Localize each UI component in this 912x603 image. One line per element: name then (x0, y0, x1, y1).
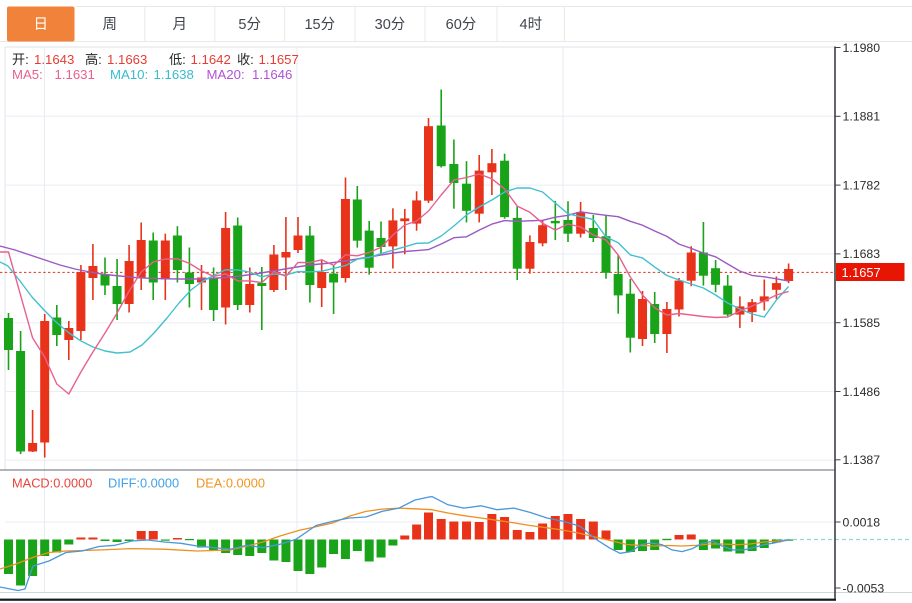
svg-text:月: 月 (173, 17, 188, 33)
svg-text:1.1643: 1.1643 (34, 52, 74, 67)
svg-text:0.0018: 0.0018 (843, 515, 881, 529)
svg-text:MA5:: MA5: (12, 67, 43, 82)
svg-text:4时: 4时 (520, 16, 543, 33)
svg-text:DIFF:0.0000: DIFF:0.0000 (108, 476, 179, 491)
svg-text:周: 周 (102, 17, 117, 33)
svg-text:低:: 低: (169, 52, 186, 67)
svg-text:5分: 5分 (238, 16, 261, 33)
svg-text:15分: 15分 (304, 16, 335, 33)
svg-text:收:: 收: (237, 52, 254, 67)
svg-text:1.1638: 1.1638 (154, 67, 194, 82)
svg-text:1.1486: 1.1486 (843, 385, 881, 399)
svg-text:MACD:0.0000: MACD:0.0000 (12, 476, 92, 491)
svg-text:1.1585: 1.1585 (843, 316, 881, 330)
svg-text:MA20:: MA20: (207, 67, 245, 82)
svg-text:MA10:: MA10: (110, 67, 148, 82)
svg-text:30分: 30分 (375, 16, 406, 33)
svg-text:-0.0053: -0.0053 (843, 581, 885, 595)
svg-text:1.1646: 1.1646 (252, 67, 292, 82)
svg-text:1.1642: 1.1642 (191, 52, 231, 67)
svg-text:1.1782: 1.1782 (843, 178, 881, 192)
svg-text:60分: 60分 (446, 16, 477, 33)
svg-text:1.1881: 1.1881 (843, 110, 881, 124)
svg-text:1.1683: 1.1683 (843, 247, 881, 261)
svg-text:1.1657: 1.1657 (842, 265, 881, 280)
svg-text:1.1387: 1.1387 (843, 453, 881, 467)
svg-text:1.1657: 1.1657 (259, 52, 299, 67)
svg-text:1.1663: 1.1663 (107, 52, 147, 67)
svg-text:DEA:0.0000: DEA:0.0000 (196, 476, 265, 491)
svg-text:1.1631: 1.1631 (55, 67, 95, 82)
svg-text:1.1980: 1.1980 (843, 41, 881, 55)
svg-text:高:: 高: (85, 51, 102, 67)
svg-text:开:: 开: (12, 52, 29, 67)
svg-text:日: 日 (33, 17, 48, 33)
